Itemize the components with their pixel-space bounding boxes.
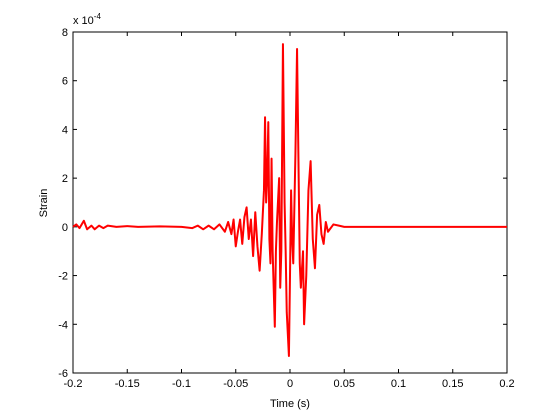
exponent-base: x 10: [73, 15, 94, 27]
x-tick-label: -0.05: [223, 378, 248, 390]
exponent-power: -4: [94, 12, 102, 21]
y-tick-label: 8: [62, 27, 68, 39]
y-tick-label: -6: [58, 368, 68, 380]
x-tick-label: 0.05: [334, 378, 355, 390]
x-tick-label: -0.2: [64, 378, 83, 390]
y-tick-label: -2: [58, 271, 68, 283]
x-tick-label: -0.1: [172, 378, 191, 390]
y-tick-label: 0: [62, 222, 68, 234]
y-tick-label: 4: [62, 124, 68, 136]
y-tick-label: 2: [62, 173, 68, 185]
x-axis-label: Time (s): [270, 398, 310, 410]
y-tick-label: 6: [62, 76, 68, 88]
data-line: [72, 43, 507, 357]
x-tick-label: 0.15: [442, 378, 463, 390]
y-axis-label: Strain: [38, 189, 50, 218]
exponent-label: x 10-4: [73, 12, 101, 27]
x-tick-label: 0.2: [499, 378, 514, 390]
x-tick-label: 0.1: [391, 378, 406, 390]
x-tick-label: -0.15: [115, 378, 140, 390]
x-tick-label: 0: [287, 378, 293, 390]
y-tick-label: -4: [58, 319, 68, 331]
